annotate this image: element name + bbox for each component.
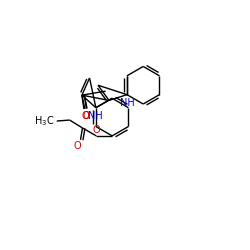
Text: O: O: [92, 125, 100, 135]
Text: NH: NH: [120, 98, 134, 108]
Text: NH: NH: [88, 111, 103, 121]
Text: O: O: [81, 111, 89, 121]
Text: O: O: [82, 111, 90, 121]
Text: $\mathregular{H_3C}$: $\mathregular{H_3C}$: [34, 114, 55, 128]
Text: O: O: [74, 141, 81, 151]
